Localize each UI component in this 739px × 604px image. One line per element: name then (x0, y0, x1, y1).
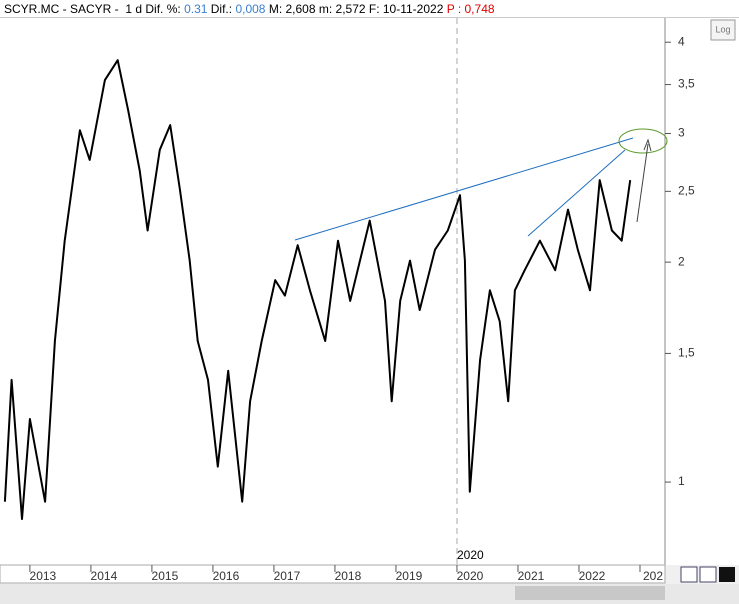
dif-pct-label: Dif. %: (145, 2, 181, 16)
symbol: SCYR.MC - SACYR - 1 d (4, 2, 143, 16)
log-button[interactable] (710, 19, 736, 41)
price-line (3, 59, 632, 520)
trendline (527, 149, 626, 237)
x-tick-label: 2022 (579, 569, 606, 583)
x-tick-label: 2013 (30, 569, 57, 583)
x-tick-label: 2020 (457, 569, 484, 583)
x-tick-label: 2016 (213, 569, 240, 583)
x-tick-label: 2014 (91, 569, 118, 583)
arrow-head (643, 138, 652, 152)
x-tick-label: 2021 (518, 569, 545, 583)
y-tick-label: 2,5 (678, 184, 695, 198)
marker-label: 2020 (457, 548, 484, 562)
stats: M: 2,608 m: 2,572 F: 10-11-2022 (268, 2, 444, 16)
y-tick-label: 1 (678, 474, 685, 488)
x-axis-area (0, 564, 666, 584)
color-button[interactable] (719, 567, 735, 582)
x-tick-label: 202 (643, 569, 663, 583)
save-button[interactable] (680, 566, 698, 583)
x-tick-label: 2017 (274, 569, 301, 583)
y-tick-label: 3 (678, 126, 685, 140)
y-tick-label: 1,5 (678, 346, 695, 360)
x-tick-label: 2019 (396, 569, 423, 583)
x-tick-label: 2018 (335, 569, 362, 583)
dif: 0,008 (235, 2, 266, 16)
target-ellipse (618, 128, 668, 154)
y-tick-label: 3,5 (678, 77, 695, 91)
y-axis-area (665, 18, 739, 565)
last-price: P : 0,748 (446, 2, 495, 16)
scroll-thumb[interactable] (515, 586, 665, 600)
dif-label: Dif.: (210, 2, 233, 16)
log-button-label[interactable]: Log (715, 24, 730, 34)
pin-button[interactable] (699, 566, 717, 583)
y-tick-label: 4 (678, 34, 685, 48)
y-tick-label: 2 (678, 254, 685, 268)
header: SCYR.MC - SACYR - 1 d Dif. %: 0.31 Dif.:… (0, 0, 739, 18)
x-tick-label: 2015 (152, 569, 179, 583)
trendline (294, 137, 634, 241)
dif-pct: 0.31 (184, 2, 208, 16)
arrow (636, 143, 649, 223)
